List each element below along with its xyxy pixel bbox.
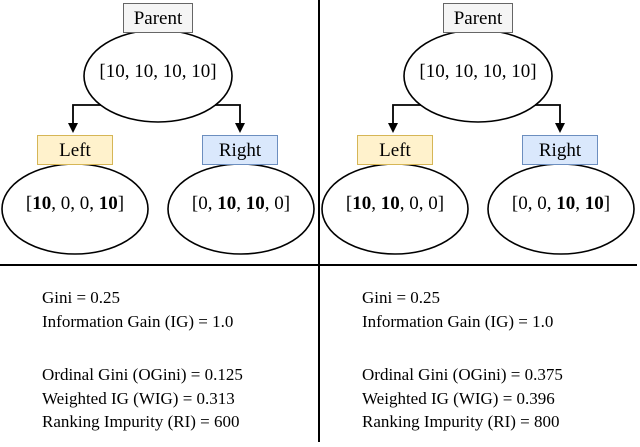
edge-parent-to-right — [535, 104, 561, 124]
arrowhead-left-icon — [388, 123, 398, 133]
parent-node-label: Parent — [133, 7, 183, 29]
classic-metrics-group: Gini = 0.25 Information Gain (IG) = 1.0 — [42, 286, 233, 333]
arrowhead-right-icon — [235, 123, 245, 133]
information-gain-value: Information Gain (IG) = 1.0 — [362, 311, 554, 331]
right-node-label: Right — [218, 139, 262, 161]
left-node-box: Left — [357, 135, 433, 165]
parent-node-box: Parent — [443, 3, 513, 33]
right-node-label: Right — [538, 139, 582, 161]
left-node-box: Left — [37, 135, 113, 165]
right-distribution: [0, 10, 10, 0] — [191, 193, 291, 214]
edge-parent-to-left — [392, 104, 421, 124]
parent-distribution: [10, 10, 10, 10] — [419, 61, 537, 82]
arrowhead-left-icon — [68, 123, 78, 133]
left-distribution: [10, 10, 0, 0] — [345, 193, 445, 214]
ordinal-gini-value: Ordinal Gini (OGini) = 0.125 — [42, 365, 243, 384]
edge-parent-to-left — [72, 104, 101, 124]
parent-node-box: Parent — [123, 3, 193, 33]
vertical-divider — [318, 0, 320, 442]
horizontal-divider — [0, 264, 637, 266]
arrowhead-right-icon — [555, 123, 565, 133]
tree-connectors-a — [1, 29, 315, 255]
tree-connectors-b — [321, 29, 635, 255]
edge-parent-to-right — [215, 104, 241, 124]
gini-value: Gini = 0.25 — [42, 288, 121, 307]
ordinal-metrics-group: Ordinal Gini (OGini) = 0.375 Weighted IG… — [362, 363, 563, 434]
right-distribution: [0, 0, 10, 10] — [511, 193, 611, 214]
ranking-impurity-value: Ranking Impurity (RI) = 800 — [362, 412, 560, 431]
ordinal-metrics-group: Ordinal Gini (OGini) = 0.125 Weighted IG… — [42, 363, 243, 434]
left-node-label: Left — [59, 139, 91, 161]
right-node-box: Right — [202, 135, 278, 165]
panel-split-a: Parent [10, 10, 10, 10] Left [10, 0, 0, … — [1, 3, 315, 434]
ordinal-gini-value: Ordinal Gini (OGini) = 0.375 — [362, 365, 563, 384]
classic-metrics-group: Gini = 0.25 Information Gain (IG) = 1.0 — [362, 286, 553, 333]
weighted-ig-value: Weighted IG (WIG) = 0.396 — [362, 388, 555, 408]
left-distribution: [10, 0, 0, 10] — [25, 193, 125, 214]
panel-split-b: Parent [10, 10, 10, 10] Left [10, 10, 0,… — [320, 0, 640, 447]
information-gain-value: Information Gain (IG) = 1.0 — [42, 311, 234, 331]
parent-node-label: Parent — [453, 7, 503, 29]
left-node-label: Left — [379, 139, 411, 161]
gini-value: Gini = 0.25 — [362, 288, 441, 307]
parent-distribution: [10, 10, 10, 10] — [99, 61, 217, 82]
right-node-box: Right — [522, 135, 598, 165]
weighted-ig-value: Weighted IG (WIG) = 0.313 — [42, 388, 235, 408]
ranking-impurity-value: Ranking Impurity (RI) = 600 — [42, 412, 240, 431]
